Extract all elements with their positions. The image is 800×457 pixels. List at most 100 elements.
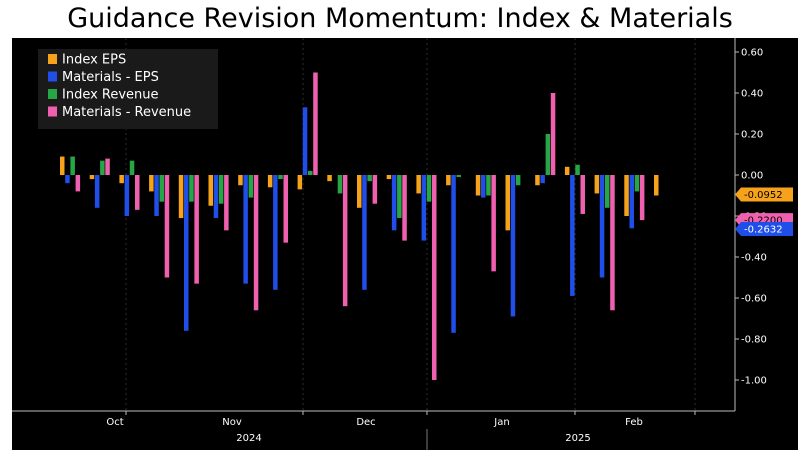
bar-materials-eps [243,175,248,284]
bar-index-revenue [129,160,135,175]
bar-index-eps [357,175,362,208]
bar-materials-eps [570,175,575,296]
legend-swatch [48,89,57,99]
bar-materials-revenue [342,175,348,307]
y-tick-label: 0.40 [741,89,763,100]
bar-materials-revenue [135,175,140,210]
legend-entry: Materials - EPS [62,70,159,85]
bar-materials-eps [481,175,486,198]
bar-index-revenue [278,175,283,180]
bar-materials-eps [629,175,634,229]
x-month-label: Oct [106,417,123,428]
bar-index-eps [208,175,213,206]
bar-index-revenue [218,175,224,204]
bar-index-eps [594,175,600,194]
chart-title: Guidance Revision Momentum: Index & Mate… [67,3,733,34]
x-month-label: Nov [222,417,242,428]
bar-index-revenue [397,175,402,219]
bar-index-eps [535,175,540,186]
bar-materials-eps [94,175,100,208]
legend-swatch [48,71,57,82]
y-tick-label: 0.00 [741,171,763,182]
bar-materials-revenue [402,175,407,241]
bar-materials-eps [302,107,308,175]
bar-index-revenue [575,164,580,175]
bar-index-revenue [486,175,491,196]
bar-index-eps [238,175,243,186]
legend-swatch [48,54,57,64]
bar-materials-revenue [639,175,645,221]
bar-materials-eps [362,175,367,290]
bar-index-revenue [367,175,372,182]
bar-index-eps [149,175,154,192]
bar-index-eps [89,175,95,180]
bar-index-eps [446,175,451,186]
bar-materials-eps [599,175,605,278]
bar-materials-eps [510,175,516,317]
bar-index-eps [297,175,303,190]
y-tick-label: 0.20 [741,130,763,141]
bar-materials-revenue [432,175,437,380]
bar-materials-revenue [224,175,229,231]
bar-materials-eps [124,175,130,216]
bar-index-revenue [100,160,105,175]
last-value-label: -0.2632 [744,224,783,235]
bar-materials-revenue [253,175,259,311]
y-tick-label: -1.00 [741,376,767,387]
bar-index-revenue [634,175,640,192]
bar-materials-eps [65,175,70,184]
bar-materials-eps [273,175,278,290]
bar-index-revenue [515,175,521,186]
bar-index-revenue [605,175,610,208]
bar-materials-revenue [491,175,496,272]
x-year-label: 2025 [565,433,590,444]
bar-index-eps [475,175,481,196]
bar-materials-revenue [313,72,318,175]
bar-index-eps [505,175,510,231]
chart-area: 0.600.400.200.00-0.20-0.40-0.60-0.80-1.0… [12,38,798,450]
bar-index-eps [624,175,629,216]
bar-index-eps [267,175,273,188]
legend-entry: Index Revenue [62,88,159,103]
bar-index-eps [416,175,421,194]
bar-materials-revenue [283,175,288,243]
bar-index-eps [654,175,659,196]
bar-index-eps [564,166,570,175]
bar-index-revenue [308,170,313,175]
bar-materials-revenue [550,93,556,175]
bar-index-revenue [426,175,432,202]
bar-index-revenue [456,175,461,178]
y-tick-label: -0.60 [741,294,767,305]
bar-index-eps [178,175,184,219]
bar-index-revenue [159,175,164,202]
x-month-label: Dec [356,417,375,428]
bar-index-eps [386,175,392,180]
last-value-tag [735,221,793,236]
x-year-label: 2024 [236,433,261,444]
bar-materials-eps [421,175,427,241]
bar-index-revenue [70,156,75,175]
bar-materials-revenue [580,175,585,214]
bar-index-eps [60,156,65,175]
last-value-label: -0.2200 [744,216,783,227]
bar-materials-revenue [164,175,170,278]
bar-materials-eps [391,175,397,231]
y-tick-label: 0.60 [741,48,763,59]
bar-materials-eps [184,175,189,331]
y-tick-label: -0.80 [741,335,767,346]
bar-index-revenue [189,175,194,202]
bar-index-revenue [545,134,551,175]
bar-materials-eps [154,175,159,216]
bar-materials-eps [213,175,219,219]
bar-index-eps [119,175,124,184]
last-value-tag [735,187,793,202]
bar-materials-revenue [75,175,81,192]
y-tick-label: -0.40 [741,253,767,264]
bar-materials-revenue [194,175,199,284]
bar-materials-eps [540,175,545,184]
bar-index-revenue [248,175,254,198]
bar-materials-eps [451,175,456,333]
legend-entry: Materials - Revenue [62,105,191,120]
legend-swatch [48,106,57,117]
bar-index-revenue [337,175,343,194]
